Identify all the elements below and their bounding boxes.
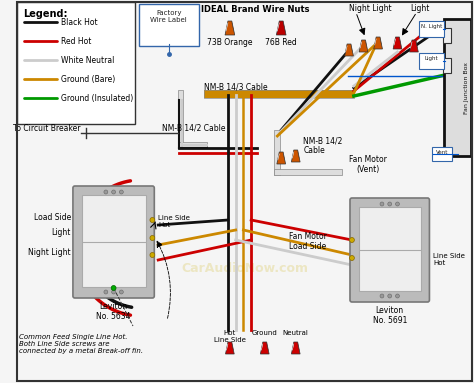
Circle shape: [150, 252, 155, 257]
Text: To Circuit Breaker: To Circuit Breaker: [13, 124, 81, 133]
Polygon shape: [374, 37, 383, 49]
Polygon shape: [277, 152, 285, 164]
Text: Legend:: Legend:: [24, 9, 68, 19]
Text: White Neutral: White Neutral: [61, 56, 115, 64]
Circle shape: [380, 202, 384, 206]
Circle shape: [104, 290, 108, 294]
Text: Light: Light: [52, 228, 71, 237]
Circle shape: [349, 237, 355, 242]
Text: Night Light: Night Light: [28, 248, 71, 257]
FancyBboxPatch shape: [73, 186, 155, 298]
Text: Ground: Ground: [252, 330, 278, 336]
Circle shape: [112, 290, 116, 294]
Text: Line Side
Hot: Line Side Hot: [158, 215, 190, 228]
Polygon shape: [260, 342, 269, 354]
Polygon shape: [292, 342, 300, 354]
FancyBboxPatch shape: [443, 57, 451, 72]
Text: Black Hot: Black Hot: [61, 18, 98, 26]
Circle shape: [395, 294, 400, 298]
Text: Hot
Line Side: Hot Line Side: [214, 330, 246, 343]
Text: Light: Light: [410, 4, 429, 13]
Text: Neutral: Neutral: [283, 330, 309, 336]
Text: 73B Orange: 73B Orange: [207, 38, 253, 47]
Circle shape: [388, 202, 392, 206]
Text: Leviton
No. 5634: Leviton No. 5634: [96, 302, 131, 321]
Text: Ground (Bare): Ground (Bare): [61, 75, 116, 83]
Circle shape: [349, 255, 355, 260]
Polygon shape: [292, 150, 300, 162]
FancyBboxPatch shape: [419, 53, 444, 69]
FancyBboxPatch shape: [432, 147, 452, 161]
Text: Fan Junction Box: Fan Junction Box: [464, 62, 469, 113]
Polygon shape: [393, 37, 402, 49]
Circle shape: [119, 290, 123, 294]
Text: Line Side
Hot: Line Side Hot: [433, 253, 465, 266]
Text: Leviton
No. 5691: Leviton No. 5691: [373, 306, 407, 326]
Text: Red Hot: Red Hot: [61, 36, 91, 46]
Text: Night Light: Night Light: [349, 4, 392, 13]
FancyBboxPatch shape: [350, 198, 429, 302]
Circle shape: [388, 294, 392, 298]
Circle shape: [380, 294, 384, 298]
Circle shape: [150, 236, 155, 241]
Text: Common Feed Single Line Hot.
Both Line Side screws are
connected by a metal Brea: Common Feed Single Line Hot. Both Line S…: [18, 334, 143, 354]
Polygon shape: [410, 40, 418, 52]
Polygon shape: [345, 44, 354, 56]
FancyBboxPatch shape: [444, 19, 471, 156]
Circle shape: [150, 218, 155, 223]
Circle shape: [119, 190, 123, 194]
Text: Fan Motor
(Vent): Fan Motor (Vent): [349, 155, 387, 174]
Text: NM-B 14/2 Cable: NM-B 14/2 Cable: [162, 123, 226, 132]
FancyBboxPatch shape: [274, 169, 342, 175]
Text: Load Side: Load Side: [34, 213, 71, 222]
Text: Light: Light: [425, 56, 438, 61]
FancyBboxPatch shape: [443, 28, 451, 43]
Text: Vent: Vent: [436, 150, 448, 155]
Text: IDEAL Brand Wire Nuts: IDEAL Brand Wire Nuts: [201, 5, 310, 14]
Polygon shape: [226, 342, 234, 354]
Text: N. Light: N. Light: [421, 24, 442, 29]
Text: Fan Motor
Load Side: Fan Motor Load Side: [289, 232, 327, 251]
FancyBboxPatch shape: [178, 90, 183, 148]
FancyBboxPatch shape: [139, 4, 199, 46]
Text: CarAudioNow.com: CarAudioNow.com: [181, 262, 308, 275]
FancyBboxPatch shape: [274, 130, 280, 175]
Text: Factory
Wire Label: Factory Wire Label: [150, 10, 187, 23]
Circle shape: [395, 202, 400, 206]
Circle shape: [104, 190, 108, 194]
FancyBboxPatch shape: [17, 2, 135, 124]
FancyBboxPatch shape: [419, 21, 444, 37]
FancyBboxPatch shape: [82, 195, 146, 287]
Polygon shape: [276, 21, 286, 35]
Text: Ground (Insulated): Ground (Insulated): [61, 93, 134, 103]
Circle shape: [112, 190, 116, 194]
FancyBboxPatch shape: [359, 207, 421, 291]
Circle shape: [111, 285, 116, 290]
Text: 76B Red: 76B Red: [265, 38, 297, 47]
Polygon shape: [359, 40, 368, 52]
Polygon shape: [225, 21, 235, 35]
Text: NM-B 14/2
Cable: NM-B 14/2 Cable: [303, 136, 343, 155]
Text: NM-B 14/3 Cable: NM-B 14/3 Cable: [204, 82, 267, 91]
FancyBboxPatch shape: [178, 142, 207, 148]
FancyBboxPatch shape: [204, 90, 354, 98]
